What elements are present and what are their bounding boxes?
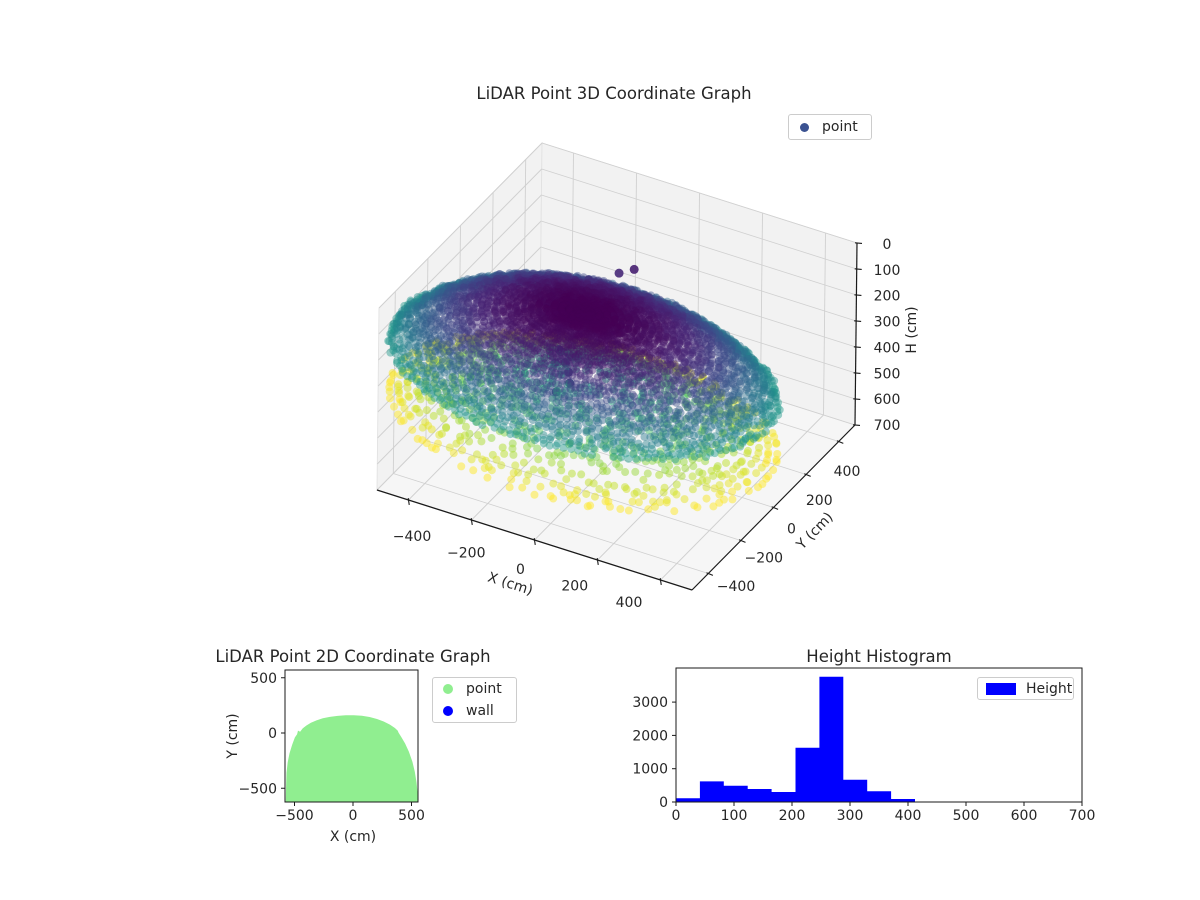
- lidar-2d-plot: 500 0 −500 −500 0 500: [239, 669, 425, 824]
- tick-label: 0: [672, 808, 681, 824]
- tick-label: 300: [837, 808, 864, 824]
- hist-title: Height Histogram: [806, 647, 952, 666]
- tick-label: 400: [895, 808, 922, 824]
- chart2d-title: LiDAR Point 2D Coordinate Graph: [215, 647, 491, 666]
- chart3d-title: LiDAR Point 3D Coordinate Graph: [476, 84, 752, 103]
- tick-label: −500: [239, 781, 277, 797]
- chart2d-legend: point wall: [432, 677, 517, 723]
- legend-label: point: [466, 681, 502, 697]
- axes-box: [675, 667, 1083, 803]
- tick-label: 600: [1011, 808, 1038, 824]
- point-cloud-footprint: [285, 715, 418, 802]
- tick-label: 0: [659, 795, 668, 811]
- chart2d-xlabel: X (cm): [329, 829, 377, 845]
- tick-label: 100: [721, 808, 748, 824]
- tick-label: 0: [268, 726, 277, 742]
- tick-label: 500: [250, 671, 277, 687]
- tick-label: 500: [398, 808, 425, 824]
- tick-label: 500: [953, 808, 980, 824]
- tick-label: 2000: [632, 728, 668, 744]
- tick-label: 1000: [632, 762, 668, 778]
- histogram-bars: [676, 676, 915, 802]
- point-marker-icon: [443, 684, 453, 694]
- height-histogram-plot: 0 100 200 300 400 500 600 700 0 1000 2000 3000: [632, 667, 1096, 824]
- tick-label: 700: [1069, 808, 1096, 824]
- tick-label: 0: [349, 808, 358, 824]
- hist-legend: Height: [977, 677, 1074, 700]
- tick-label: 200: [779, 808, 806, 824]
- tick-label: −500: [275, 808, 313, 824]
- wall-marker-icon: [443, 706, 453, 716]
- tick-label: 3000: [632, 695, 668, 711]
- legend-label: wall: [466, 703, 494, 719]
- legend-label: Height: [1026, 680, 1073, 697]
- axes-box: [284, 669, 419, 803]
- point-marker-icon: [800, 122, 809, 132]
- height-swatch-icon: [986, 682, 1016, 695]
- lidar-3d-plot: [300, 130, 940, 645]
